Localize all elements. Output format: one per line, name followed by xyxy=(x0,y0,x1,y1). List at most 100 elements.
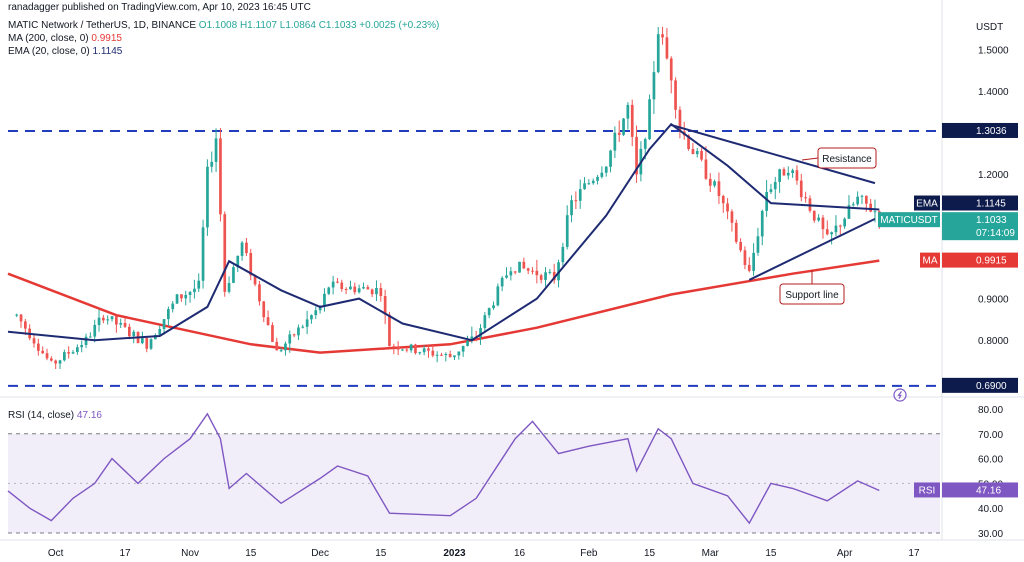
candle[interactable] xyxy=(752,252,755,271)
candle[interactable] xyxy=(539,275,543,280)
resistance-callout[interactable]: Resistance xyxy=(801,147,877,169)
candle[interactable] xyxy=(674,80,677,110)
candle[interactable] xyxy=(210,161,214,167)
candle[interactable] xyxy=(292,334,296,336)
candle[interactable] xyxy=(596,176,599,181)
candle[interactable] xyxy=(271,325,274,342)
candle[interactable] xyxy=(84,336,88,345)
support-callout[interactable]: Support line xyxy=(779,270,845,305)
candle[interactable] xyxy=(344,289,348,290)
candle[interactable] xyxy=(171,303,175,310)
candle[interactable] xyxy=(496,286,500,306)
candle[interactable] xyxy=(453,355,456,358)
candle[interactable] xyxy=(578,189,582,201)
candle[interactable] xyxy=(422,348,426,353)
rsi-line[interactable] xyxy=(7,412,880,525)
candle[interactable] xyxy=(258,284,261,302)
candle[interactable] xyxy=(245,242,248,254)
candle[interactable] xyxy=(249,253,253,276)
candle[interactable] xyxy=(843,218,846,227)
candle[interactable] xyxy=(102,317,105,321)
candle[interactable] xyxy=(466,340,469,346)
candle[interactable] xyxy=(678,109,682,132)
candle[interactable] xyxy=(45,353,49,359)
candle[interactable] xyxy=(71,352,75,354)
candle[interactable] xyxy=(444,354,448,355)
candle[interactable] xyxy=(197,280,201,289)
candle[interactable] xyxy=(865,195,868,204)
candle[interactable] xyxy=(175,294,179,304)
candle[interactable] xyxy=(227,283,231,292)
candle[interactable] xyxy=(331,281,335,288)
candle[interactable] xyxy=(721,196,725,204)
candle[interactable] xyxy=(479,328,482,338)
candle[interactable] xyxy=(388,314,391,347)
candle[interactable] xyxy=(32,338,36,344)
candle[interactable] xyxy=(869,203,872,212)
candle[interactable] xyxy=(548,271,552,273)
candle[interactable] xyxy=(266,317,270,325)
candle[interactable] xyxy=(591,180,595,184)
candle[interactable] xyxy=(565,215,569,247)
candle[interactable] xyxy=(396,346,400,350)
candle[interactable] xyxy=(145,338,149,349)
candle[interactable] xyxy=(119,323,123,325)
candle[interactable] xyxy=(162,319,166,329)
candle[interactable] xyxy=(370,289,374,295)
candle[interactable] xyxy=(635,136,638,175)
candle[interactable] xyxy=(366,287,370,290)
candle[interactable] xyxy=(110,316,114,320)
candle[interactable] xyxy=(470,336,474,342)
candle[interactable] xyxy=(323,293,326,307)
candle[interactable] xyxy=(704,159,708,179)
candle[interactable] xyxy=(531,270,534,272)
candle[interactable] xyxy=(180,294,183,299)
candle[interactable] xyxy=(414,344,417,354)
candle[interactable] xyxy=(799,180,803,198)
rsi-legend[interactable]: RSI (14, close) 47.16 xyxy=(8,410,102,422)
candle[interactable] xyxy=(340,282,344,289)
candle[interactable] xyxy=(141,338,144,344)
candle[interactable] xyxy=(739,241,742,251)
candle[interactable] xyxy=(457,351,461,356)
candle[interactable] xyxy=(622,118,625,135)
candle[interactable] xyxy=(643,139,647,149)
candle[interactable] xyxy=(297,327,300,336)
candle[interactable] xyxy=(336,281,339,283)
candle[interactable] xyxy=(206,166,209,228)
candle[interactable] xyxy=(63,352,66,361)
candle[interactable] xyxy=(279,350,283,352)
candle[interactable] xyxy=(219,138,222,215)
candle[interactable] xyxy=(669,58,673,81)
candle[interactable] xyxy=(375,288,378,295)
support-trendline[interactable] xyxy=(748,217,876,281)
candle[interactable] xyxy=(791,170,794,173)
candle[interactable] xyxy=(262,301,266,318)
candle[interactable] xyxy=(665,37,669,59)
candle[interactable] xyxy=(41,350,44,354)
candle[interactable] xyxy=(825,229,829,235)
candle[interactable] xyxy=(509,271,513,276)
candle[interactable] xyxy=(847,205,851,219)
candle[interactable] xyxy=(392,346,396,348)
candle[interactable] xyxy=(214,138,218,162)
candle[interactable] xyxy=(765,192,768,211)
candle[interactable] xyxy=(743,250,747,265)
candle[interactable] xyxy=(839,225,842,227)
candle[interactable] xyxy=(713,181,716,186)
candle[interactable] xyxy=(613,132,617,151)
candle[interactable] xyxy=(873,211,877,213)
candle[interactable] xyxy=(448,354,452,358)
candle[interactable] xyxy=(812,210,816,221)
candle[interactable] xyxy=(561,246,565,263)
candle[interactable] xyxy=(500,277,504,287)
candle[interactable] xyxy=(327,287,331,294)
candle[interactable] xyxy=(115,316,118,325)
candle[interactable] xyxy=(353,286,357,293)
candle[interactable] xyxy=(405,349,409,351)
candle[interactable] xyxy=(661,34,664,38)
candle[interactable] xyxy=(89,336,92,338)
candle[interactable] xyxy=(54,360,57,364)
candle[interactable] xyxy=(357,288,361,293)
candle[interactable] xyxy=(700,151,703,160)
